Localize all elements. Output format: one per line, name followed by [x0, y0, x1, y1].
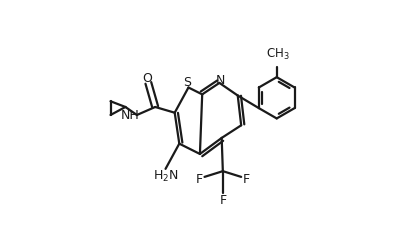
Text: F: F	[243, 173, 250, 185]
Text: S: S	[183, 76, 191, 89]
Text: CH$_3$: CH$_3$	[266, 47, 290, 62]
Text: NH: NH	[121, 108, 139, 121]
Text: O: O	[142, 71, 152, 84]
Text: H$_2$N: H$_2$N	[153, 168, 178, 183]
Text: N: N	[216, 74, 225, 87]
Text: F: F	[196, 173, 203, 185]
Text: F: F	[219, 193, 227, 206]
